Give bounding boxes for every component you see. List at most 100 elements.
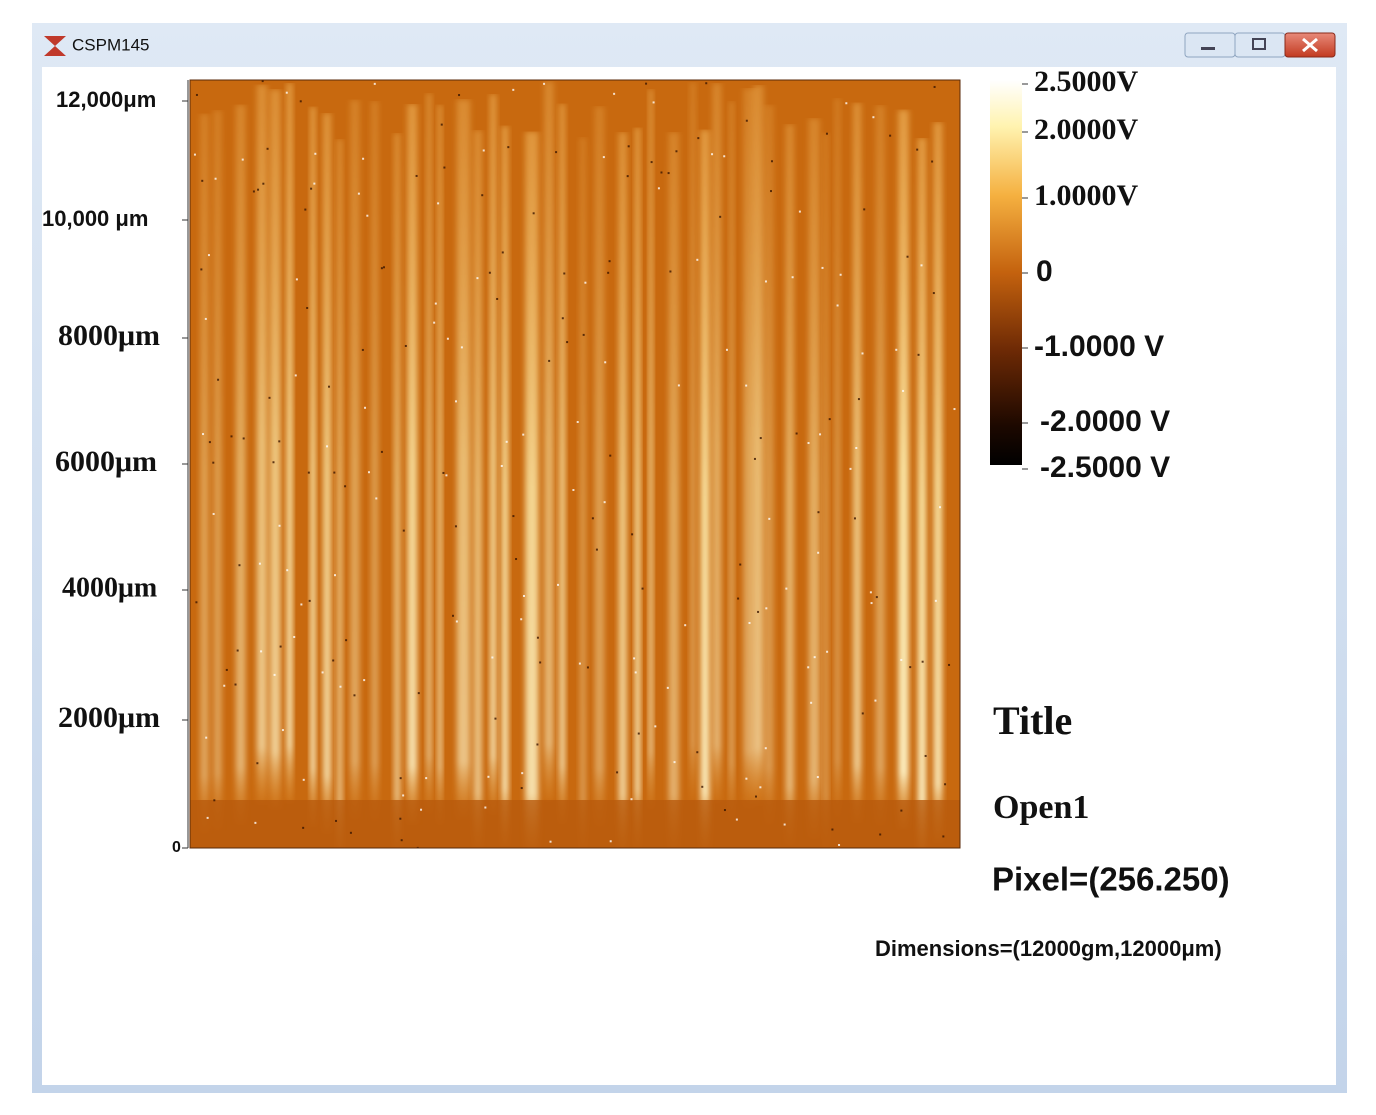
speck [825,132,828,135]
speck [313,182,316,185]
speck [566,341,569,344]
speck [745,777,748,780]
speck [482,149,485,152]
speck [855,446,858,449]
speck [735,818,738,821]
y-axis: 12,000μm 10,000 μm 8000μm 6000μm 4000μm 2000μ… [42,87,188,856]
stripe [648,89,653,810]
speck [539,661,542,664]
speck [484,806,487,809]
speck [302,826,305,829]
window-buttons[interactable] [1184,32,1336,58]
speck [826,650,829,653]
speck [561,317,564,320]
speck [306,306,309,309]
speck [902,389,905,392]
speck [266,147,269,150]
stripe [501,125,509,846]
speck [256,762,259,765]
speck [195,601,198,604]
maximize-button[interactable] [1234,32,1286,58]
speck [831,828,834,831]
speck [838,844,841,847]
speck [785,587,788,590]
speck [204,317,207,320]
speck [304,208,307,211]
colorbar-label: 2.5000V [1034,65,1139,98]
speck [900,809,903,812]
speck [697,137,700,140]
speck [382,266,385,269]
speck [807,666,810,669]
speck [798,210,801,213]
speck [861,352,864,355]
speck [339,685,342,688]
speck [725,348,728,351]
stripe [668,132,680,848]
minimize-icon [1201,47,1215,50]
stripe [917,138,927,848]
speck [363,679,366,682]
speck [939,506,942,509]
stripe [437,104,443,825]
speck [616,771,619,774]
speck [719,215,722,218]
speck [817,551,820,554]
speck [810,701,813,704]
speck [375,497,378,500]
speck [334,574,337,577]
speck [759,437,762,440]
speck [764,747,767,750]
speck [420,808,423,811]
speck [286,569,289,572]
speck [549,840,552,843]
speck [595,548,598,551]
speck [507,146,510,149]
speck [631,533,634,536]
minimize-button[interactable] [1184,32,1236,58]
speck [705,82,708,85]
y-tick-label: 12,000μm [56,87,156,112]
speck [349,831,352,834]
speck [608,260,611,263]
speck [770,160,773,163]
speck [279,645,282,648]
speck [906,255,909,258]
speck [208,441,211,444]
stripe [525,131,539,848]
speck [934,599,937,602]
speck [238,564,241,567]
speck [455,400,458,403]
speck [257,188,260,191]
speck [630,798,633,801]
colorbar [990,80,1022,465]
speck [278,524,281,527]
y-tick-label: 2000μm [58,701,160,734]
stripe [700,129,710,848]
speck [223,684,226,687]
speck [300,603,303,606]
y-tick-label: 8000μm [58,319,160,352]
speck [415,174,418,177]
speck [206,816,209,819]
speck [425,777,428,780]
speck [602,156,605,159]
colorbar-label: 0 [1036,255,1053,288]
speck [368,471,371,474]
stripe [618,132,627,848]
speck [373,82,376,85]
maximize-icon [1252,38,1266,50]
speck [916,148,919,151]
speck [335,819,338,822]
info-dimensions: Dimensions=(12000gm,12000μm) [875,936,1222,961]
speck [326,445,329,448]
speck [853,517,856,520]
speck [654,725,657,728]
speck [607,271,610,274]
speck [262,182,265,185]
speck [737,597,740,600]
speck [857,398,860,401]
speck [874,699,877,702]
speck [476,277,479,280]
speck [505,440,508,443]
